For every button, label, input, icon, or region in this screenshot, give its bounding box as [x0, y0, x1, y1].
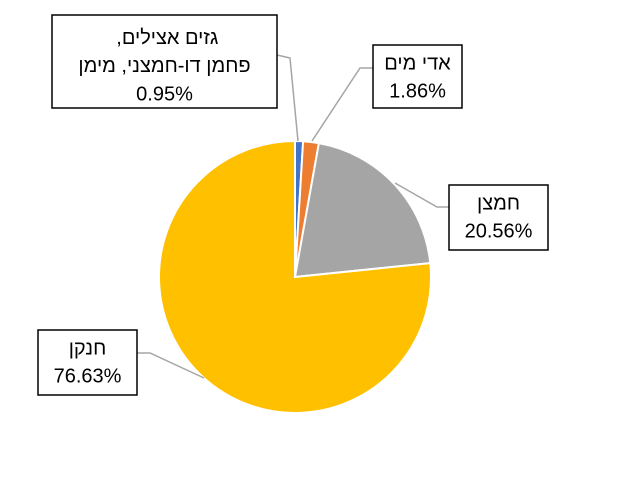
- data-label-value: 76.63%: [54, 365, 122, 387]
- data-label-value: 20.56%: [465, 220, 533, 242]
- leader-line: [394, 182, 449, 208]
- label-box: [51, 14, 278, 109]
- data-label-value: 0.95%: [136, 83, 193, 105]
- label-box: [448, 184, 549, 251]
- leader-line: [276, 54, 299, 142]
- label-box: [372, 44, 463, 109]
- data-label-name: גזים אצילים, פחמן דו-חמצני, מימן: [78, 27, 250, 77]
- leader-line: [311, 67, 373, 142]
- leader-line: [137, 352, 205, 379]
- pie-slice: [293, 141, 432, 279]
- label-box: [37, 329, 138, 396]
- data-label-name: חמצן: [477, 192, 520, 214]
- data-label-value: 1.86%: [389, 80, 446, 102]
- data-label-name: אדי מים: [384, 52, 451, 74]
- data-label-name: חנקן: [69, 337, 107, 359]
